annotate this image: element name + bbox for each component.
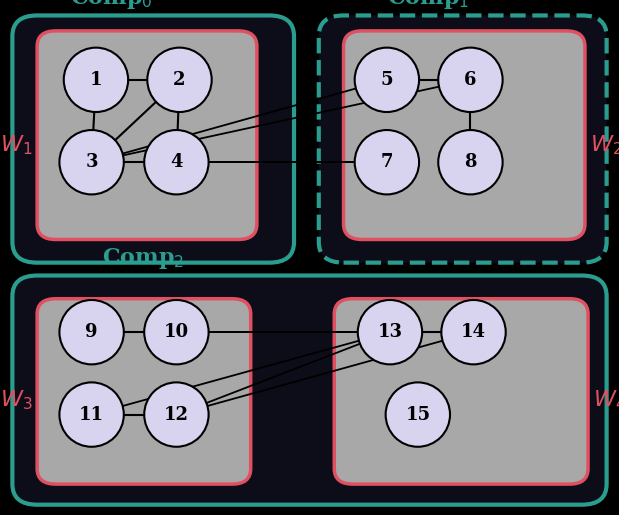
Text: 14: 14	[461, 323, 486, 341]
Text: $W_4$: $W_4$	[593, 389, 619, 413]
Ellipse shape	[355, 130, 419, 195]
Text: 9: 9	[85, 323, 98, 341]
Text: 5: 5	[381, 71, 393, 89]
FancyBboxPatch shape	[37, 31, 257, 239]
Ellipse shape	[144, 130, 209, 195]
Ellipse shape	[147, 47, 212, 112]
Text: 8: 8	[464, 153, 477, 171]
Ellipse shape	[438, 47, 503, 112]
Text: Comp$_0$: Comp$_0$	[70, 0, 152, 11]
Ellipse shape	[355, 47, 419, 112]
FancyBboxPatch shape	[12, 276, 607, 505]
Text: 2: 2	[173, 71, 186, 89]
Ellipse shape	[441, 300, 506, 365]
FancyBboxPatch shape	[37, 299, 251, 484]
Text: $W_3$: $W_3$	[0, 389, 32, 413]
Ellipse shape	[358, 300, 422, 365]
Text: Comp$_1$: Comp$_1$	[387, 0, 469, 11]
Text: 15: 15	[405, 406, 430, 423]
Text: 13: 13	[378, 323, 402, 341]
FancyBboxPatch shape	[334, 299, 588, 484]
Text: 3: 3	[85, 153, 98, 171]
Ellipse shape	[144, 300, 209, 365]
Ellipse shape	[59, 382, 124, 447]
Text: Comp$_2$: Comp$_2$	[102, 246, 184, 271]
Text: $W_1$: $W_1$	[0, 134, 32, 158]
Ellipse shape	[59, 130, 124, 195]
Ellipse shape	[386, 382, 450, 447]
FancyBboxPatch shape	[12, 15, 294, 263]
Text: 7: 7	[381, 153, 393, 171]
Text: 10: 10	[164, 323, 189, 341]
Text: 4: 4	[170, 153, 183, 171]
FancyBboxPatch shape	[344, 31, 585, 239]
Text: 1: 1	[90, 71, 102, 89]
Text: $W_2$: $W_2$	[590, 134, 619, 158]
Ellipse shape	[438, 130, 503, 195]
Text: 11: 11	[79, 406, 104, 423]
Ellipse shape	[144, 382, 209, 447]
Text: 6: 6	[464, 71, 477, 89]
Text: 12: 12	[164, 406, 189, 423]
Ellipse shape	[64, 47, 128, 112]
FancyBboxPatch shape	[319, 15, 607, 263]
Ellipse shape	[59, 300, 124, 365]
